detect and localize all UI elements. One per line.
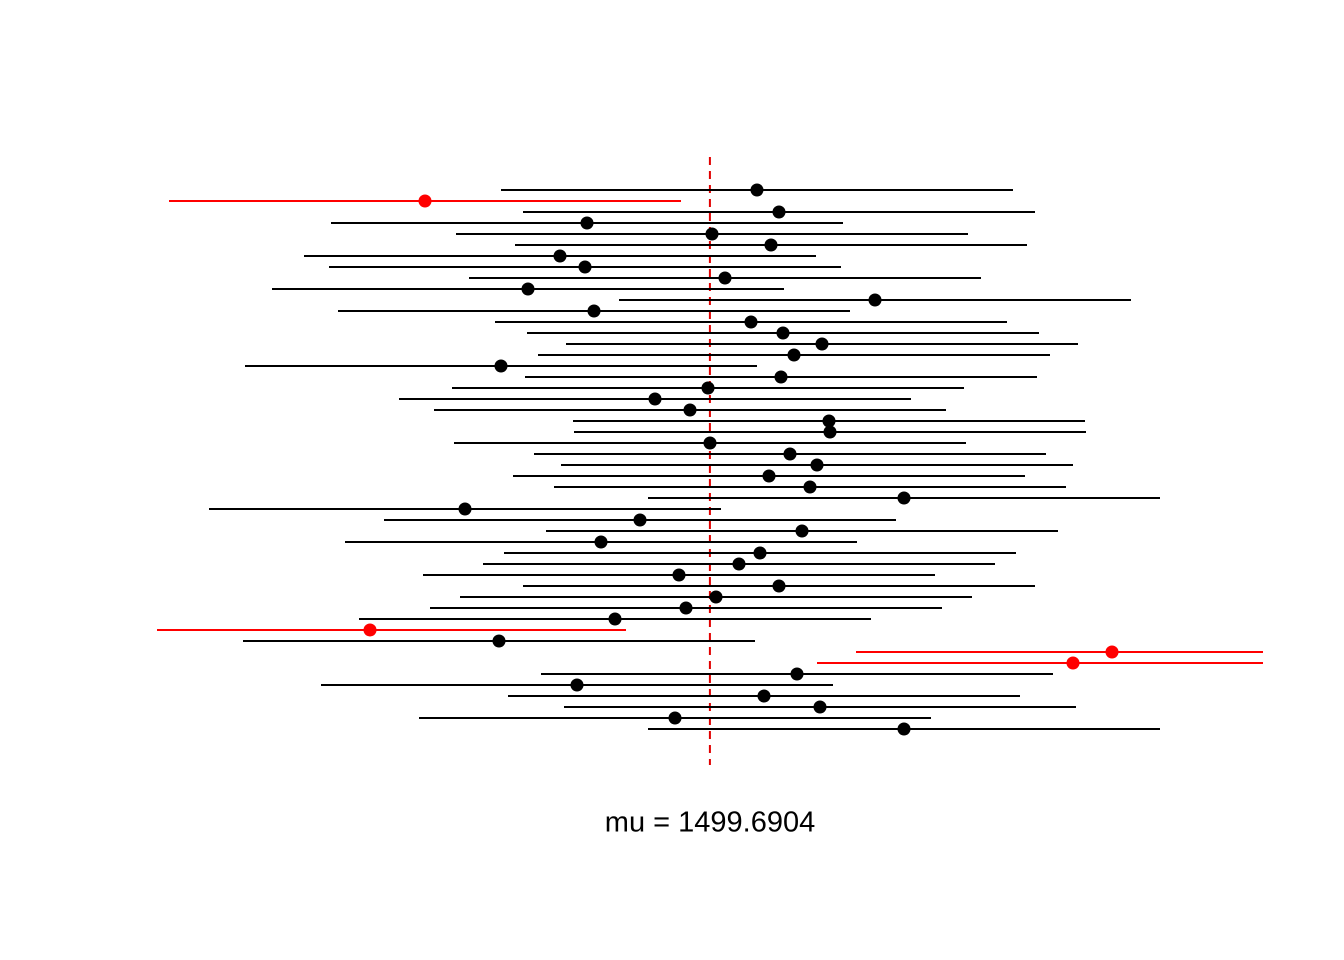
estimate [521, 282, 535, 296]
estimate [823, 425, 837, 439]
estimate [709, 590, 723, 604]
estimate [553, 249, 567, 263]
estimate [772, 205, 786, 219]
estimate [810, 458, 824, 472]
estimate [762, 469, 776, 483]
estimate [764, 238, 778, 252]
estimate [776, 326, 790, 340]
estimate [648, 392, 662, 406]
estimate [363, 623, 377, 637]
estimate [594, 535, 608, 549]
estimate [774, 370, 788, 384]
estimate [587, 304, 601, 318]
estimate [803, 480, 817, 494]
estimate [705, 227, 719, 241]
estimate [750, 183, 764, 197]
estimate [868, 293, 882, 307]
estimate [783, 447, 797, 461]
estimate [772, 579, 786, 593]
estimate [732, 557, 746, 571]
estimate [757, 689, 771, 703]
estimate [744, 315, 758, 329]
estimate [492, 634, 506, 648]
estimate [668, 711, 682, 725]
estimate [795, 524, 809, 538]
estimate [703, 436, 717, 450]
estimate [672, 568, 686, 582]
estimate [608, 612, 622, 626]
estimate [633, 513, 647, 527]
estimate [578, 260, 592, 274]
estimate [822, 414, 836, 428]
estimate [701, 381, 715, 395]
plot-area [157, 157, 1263, 765]
estimate [813, 700, 827, 714]
estimate [753, 546, 767, 560]
estimate [787, 348, 801, 362]
estimate [897, 491, 911, 505]
estimate [679, 601, 693, 615]
estimate [790, 667, 804, 681]
estimate [458, 502, 472, 516]
estimate [1066, 656, 1080, 670]
estimate [718, 271, 732, 285]
estimate [418, 194, 432, 208]
estimate [580, 216, 594, 230]
estimate [815, 337, 829, 351]
estimate [494, 359, 508, 373]
estimate [897, 722, 911, 736]
estimate [683, 403, 697, 417]
estimate [1105, 645, 1119, 659]
mu-label: mu = 1499.6904 [605, 807, 815, 839]
estimate [570, 678, 584, 692]
